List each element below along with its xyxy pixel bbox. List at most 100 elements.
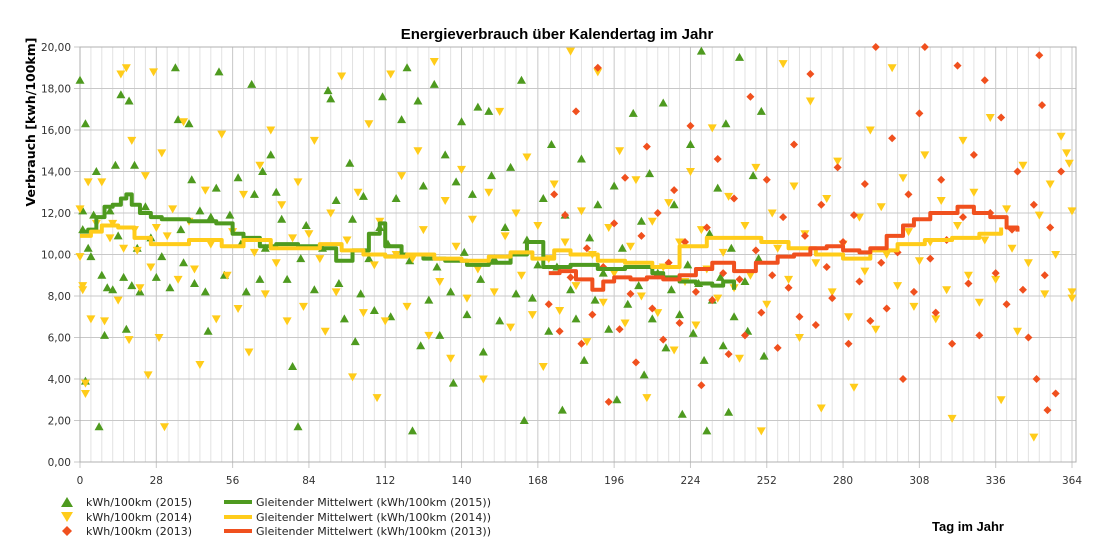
data-point: [121, 64, 131, 73]
data-point: [282, 274, 292, 283]
data-point: [647, 217, 657, 226]
data-point: [724, 192, 734, 201]
data-point: [645, 169, 655, 178]
x-axis-ticks: 0 28 56 84 112 140 168 196 224 252 280 308 336 364: [77, 475, 1083, 487]
data-point: [610, 219, 619, 228]
data-point: [157, 149, 167, 158]
data-point: [969, 150, 978, 159]
data-point: [358, 309, 368, 318]
data-point: [75, 253, 85, 262]
data-point: [249, 248, 259, 257]
data-point: [566, 47, 576, 56]
data-point: [598, 268, 608, 277]
data-point: [195, 360, 205, 369]
data-point: [326, 209, 336, 218]
data-point: [527, 311, 537, 320]
x-tick-label: 252: [757, 475, 777, 487]
data-point: [222, 271, 232, 280]
data-point: [179, 258, 189, 267]
data-point: [636, 292, 646, 301]
data-point: [288, 362, 298, 371]
data-point: [1062, 149, 1072, 158]
data-point: [1067, 288, 1077, 297]
data-point: [724, 350, 733, 359]
data-point: [817, 200, 826, 209]
data-point: [429, 58, 439, 67]
data-point: [800, 231, 809, 240]
data-point: [102, 283, 112, 292]
x-tick-label: 364: [1062, 475, 1082, 487]
data-point: [1056, 132, 1066, 141]
data-point: [561, 211, 570, 220]
data-point: [615, 147, 625, 156]
data-point: [882, 304, 891, 313]
data-point: [844, 339, 853, 348]
data-point: [342, 236, 352, 245]
data-point: [369, 261, 379, 270]
data-point: [211, 315, 221, 324]
data-point: [446, 287, 456, 296]
data-point: [756, 427, 766, 436]
data-point: [877, 258, 886, 267]
data-point: [860, 267, 870, 276]
data-point: [931, 315, 941, 324]
data-point: [301, 220, 311, 229]
data-point: [789, 182, 799, 191]
data-point: [620, 319, 630, 328]
data-point: [337, 72, 347, 81]
data-point: [1035, 51, 1044, 60]
data-point: [549, 180, 559, 189]
data-point: [78, 282, 88, 291]
data-point: [675, 310, 685, 319]
data-point: [151, 224, 161, 233]
data-point: [914, 257, 924, 266]
data-point: [566, 273, 575, 282]
legend-label: kWh/100km (2013): [86, 525, 192, 538]
data-point: [189, 279, 199, 288]
series-layer: [75, 43, 1077, 442]
data-point: [937, 175, 946, 184]
series-gleitender-mittelwert-kwh-100km-2015-: [80, 192, 737, 290]
data-point: [451, 242, 461, 251]
data-point: [811, 259, 821, 268]
data-point: [942, 286, 952, 295]
y-tick-label: 2,00: [48, 416, 71, 428]
data-point: [767, 209, 777, 218]
legend-item-2015: kWh/100km (2015): [61, 496, 192, 509]
data-point: [146, 263, 156, 272]
data-point: [97, 270, 107, 279]
data-point: [980, 236, 990, 245]
data-point: [685, 140, 695, 149]
data-point: [729, 312, 739, 321]
data-point: [323, 86, 333, 95]
data-point: [159, 423, 169, 432]
data-point: [432, 262, 442, 271]
data-point: [964, 279, 973, 288]
data-point: [364, 120, 374, 129]
data-point: [626, 289, 635, 298]
data-point: [1002, 205, 1012, 214]
data-point: [707, 124, 717, 133]
data-point: [162, 232, 172, 241]
data-point: [697, 381, 706, 390]
data-point: [664, 258, 673, 267]
data-point: [909, 287, 918, 296]
data-point: [214, 67, 224, 76]
data-point: [696, 46, 706, 55]
data-point: [249, 189, 259, 198]
data-point: [991, 269, 1000, 278]
data-point: [105, 206, 115, 215]
data-point: [1018, 161, 1028, 170]
y-axis-ticks: 0,00 2,00 4,00 6,00 8,00 10,00 12,00 14,00 16,00…: [41, 42, 71, 469]
y-tick-label: 0,00: [48, 457, 71, 469]
data-point: [740, 276, 750, 285]
data-point: [572, 107, 580, 116]
data-point: [170, 63, 180, 72]
x-axis-label: Tag im Jahr: [932, 519, 1004, 534]
data-point: [168, 205, 178, 214]
x-tick-label: 168: [528, 475, 548, 487]
data-point: [899, 375, 908, 383]
data-point: [1018, 285, 1027, 294]
data-point: [1045, 180, 1055, 189]
data-point: [124, 96, 134, 105]
